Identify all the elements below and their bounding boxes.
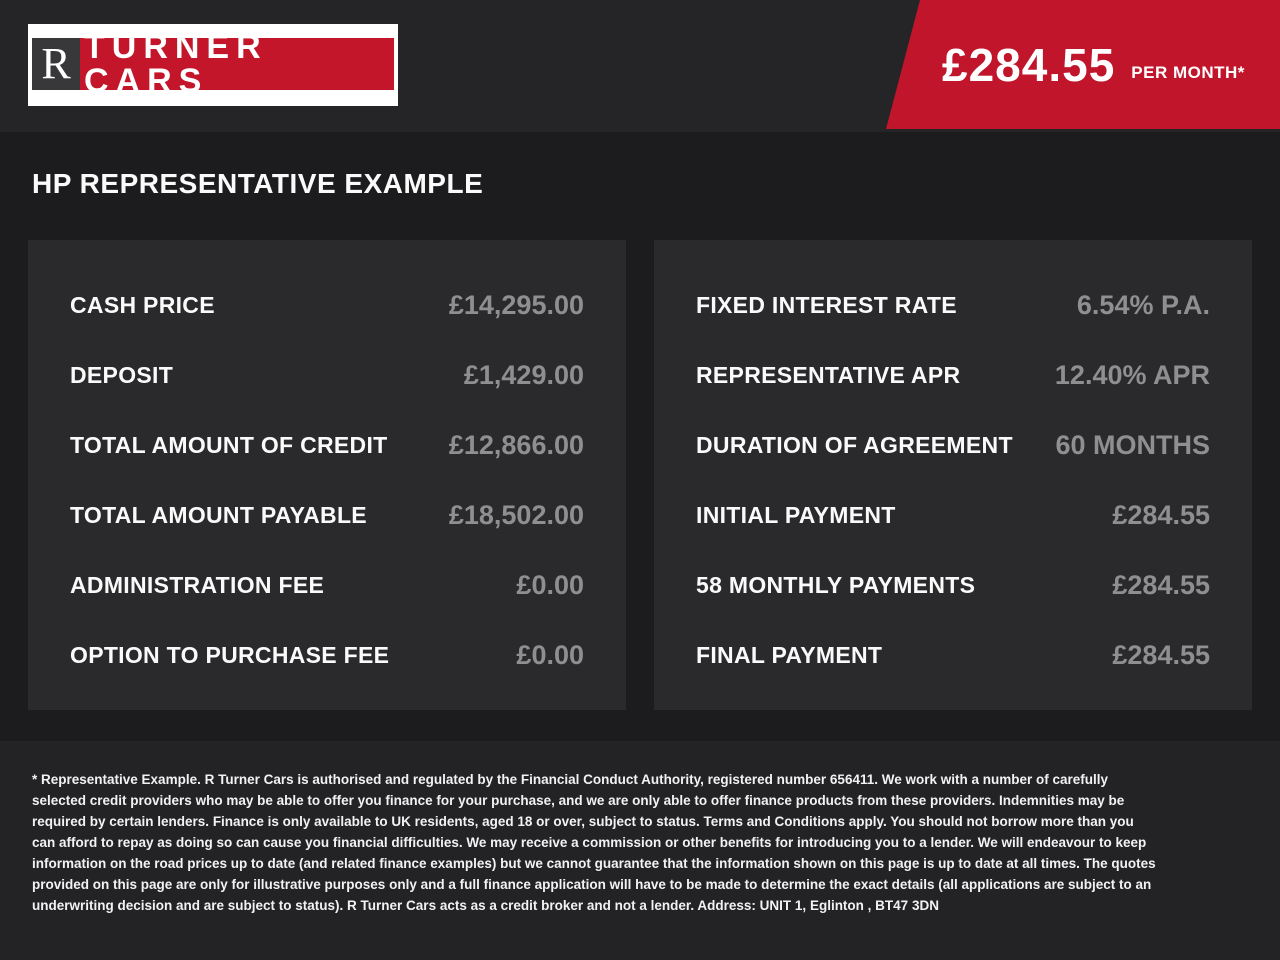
finance-row: OPTION TO PURCHASE FEE £0.00: [70, 620, 584, 690]
header: R TURNER CARS £284.55 PER MONTH*: [0, 0, 1280, 132]
finance-row: DURATION OF AGREEMENT 60 MONTHS: [696, 410, 1210, 480]
finance-row-label: FIXED INTEREST RATE: [696, 291, 957, 318]
finance-row-value: £1,429.00: [463, 359, 584, 390]
disclaimer-text: * Representative Example. R Turner Cars …: [32, 772, 1156, 913]
finance-row-value: £284.55: [1112, 499, 1210, 530]
brand-name: TURNER CARS: [80, 30, 394, 98]
footer: * Representative Example. R Turner Cars …: [0, 741, 1280, 960]
finance-row: DEPOSIT £1,429.00: [70, 340, 584, 410]
finance-row-value: £284.55: [1112, 639, 1210, 670]
finance-row: CASH PRICE £14,295.00: [70, 270, 584, 340]
finance-row-label: OPTION TO PURCHASE FEE: [70, 641, 390, 668]
finance-row: FINAL PAYMENT £284.55: [696, 620, 1210, 690]
finance-row: ADMINISTRATION FEE £0.00: [70, 550, 584, 620]
per-month-label: PER MONTH*: [1131, 62, 1245, 82]
finance-row-value: 12.40% APR: [1054, 359, 1210, 390]
finance-row: FIXED INTEREST RATE 6.54% P.A.: [696, 270, 1210, 340]
main-content: HP REPRESENTATIVE EXAMPLE CASH PRICE £14,…: [0, 132, 1280, 741]
finance-row-value: £0.00: [516, 569, 584, 600]
finance-row-value: £0.00: [516, 639, 584, 670]
finance-row-label: 58 MONTHLY PAYMENTS: [696, 571, 976, 598]
brand-logo: R TURNER CARS: [28, 24, 398, 106]
finance-row: 58 MONTHLY PAYMENTS £284.55: [696, 550, 1210, 620]
finance-row-label: REPRESENTATIVE APR: [696, 361, 961, 388]
brand-initial: R: [32, 38, 80, 90]
finance-row-label: CASH PRICE: [70, 291, 215, 318]
finance-row-label: DEPOSIT: [70, 361, 174, 388]
finance-row-label: ADMINISTRATION FEE: [70, 571, 325, 598]
finance-row-label: FINAL PAYMENT: [696, 641, 883, 668]
finance-row-value: 6.54% P.A.: [1076, 289, 1210, 320]
finance-row-label: TOTAL AMOUNT PAYABLE: [70, 501, 367, 528]
finance-row: REPRESENTATIVE APR 12.40% APR: [696, 340, 1210, 410]
monthly-price-banner: £284.55 PER MONTH*: [886, 0, 1280, 129]
finance-row-label: DURATION OF AGREEMENT: [696, 431, 1013, 458]
finance-row-value: £12,866.00: [448, 429, 584, 460]
finance-row: INITIAL PAYMENT £284.55: [696, 480, 1210, 550]
finance-row-value: 60 MONTHS: [1055, 429, 1210, 460]
monthly-price-amount: £284.55: [942, 38, 1116, 91]
page-title: HP REPRESENTATIVE EXAMPLE: [32, 168, 484, 199]
finance-row: TOTAL AMOUNT OF CREDIT £12,866.00: [70, 410, 584, 480]
brand-logo-inner: R TURNER CARS: [32, 30, 394, 98]
finance-row-value: £18,502.00: [448, 499, 584, 530]
finance-panels: CASH PRICE £14,295.00 DEPOSIT £1,429.00 TOTA…: [28, 240, 1252, 710]
finance-row: TOTAL AMOUNT PAYABLE £18,502.00: [70, 480, 584, 550]
finance-panel-left: CASH PRICE £14,295.00 DEPOSIT £1,429.00 TOTA…: [28, 240, 626, 710]
finance-row-label: TOTAL AMOUNT OF CREDIT: [70, 431, 388, 458]
finance-panel-right: FIXED INTEREST RATE 6.54% P.A. REPRESENTAT…: [654, 240, 1252, 710]
finance-row-value: £14,295.00: [448, 289, 584, 320]
finance-row-value: £284.55: [1112, 569, 1210, 600]
finance-row-label: INITIAL PAYMENT: [696, 501, 896, 528]
